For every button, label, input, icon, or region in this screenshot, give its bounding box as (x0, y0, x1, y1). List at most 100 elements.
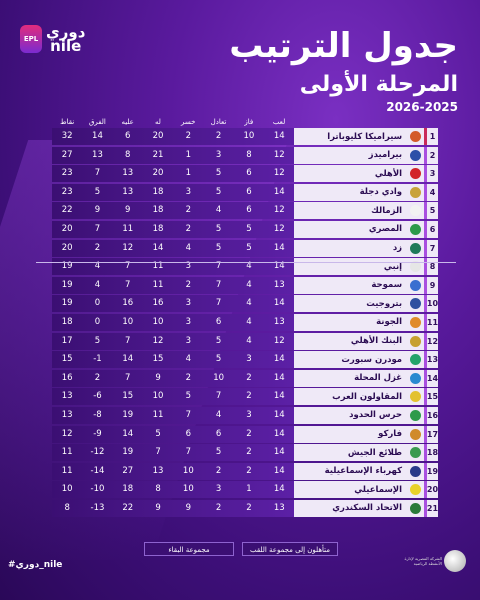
stats-group: 12 6 4 2 18 9 9 22 (52, 202, 295, 220)
stat-lost: 10 (182, 465, 194, 476)
team-crest-icon (409, 186, 421, 198)
stat-won: 4 (246, 261, 252, 272)
stat-points: 23 (61, 186, 73, 197)
stats-group: 14 2 10 2 9 7 2 16 (52, 369, 295, 387)
stat-goal-diff: 4 (94, 279, 101, 290)
stat-won: 8 (246, 149, 252, 160)
stats-group: 12 5 5 2 18 11 7 20 (52, 220, 295, 238)
stat-goals-for: 15 (152, 354, 164, 365)
stat-drawn: 5 (215, 223, 222, 234)
team-name: مودرن سبورت (294, 351, 407, 369)
stat-played: 14 (273, 186, 285, 197)
stat-lost: 1 (185, 168, 192, 179)
stat-lost: 4 (185, 242, 192, 253)
team-crest-icon (409, 335, 421, 347)
stat-goals-for: 11 (152, 409, 164, 420)
stat-played: 13 (273, 502, 285, 513)
football-icon (444, 550, 466, 572)
stat-drawn: 5 (215, 242, 222, 253)
stat-goals-for: 10 (152, 391, 164, 402)
team-name: غزل المحلة (294, 369, 407, 387)
stats-group: 14 4 7 3 16 16 0 19 (52, 295, 295, 313)
stat-won: 2 (246, 465, 252, 476)
team-crest-icon (409, 409, 421, 421)
stat-goals-against: 7 (125, 372, 131, 383)
rank-cell: 13 (424, 351, 438, 369)
crest-cell (406, 165, 425, 183)
table-body: 1 سيراميكا كليوباترا 14 10 2 2 20 6 14 32 2 بيراميد… (52, 128, 438, 517)
table-row: 12 البنك الأهلي 12 4 5 3 12 7 5 17 (52, 332, 438, 350)
stat-goal-diff: 12- (90, 447, 105, 458)
stat-lost: 10 (182, 484, 194, 495)
team-crest-icon (409, 465, 421, 477)
rank-cell: 3 (424, 165, 438, 183)
stat-goal-diff: 6- (93, 391, 102, 402)
stat-lost: 2 (185, 131, 192, 141)
efa-logo: الشركة المصرية لإدارة الأنشطة الرياضية (405, 546, 466, 586)
stat-played: 13 (273, 279, 285, 290)
stat-played: 14 (273, 409, 285, 420)
stat-won: 6 (246, 186, 252, 197)
crest-cell (406, 481, 424, 499)
stat-won: 6 (246, 205, 252, 216)
crest-cell (406, 369, 424, 387)
table-row: 6 المصري 12 5 5 2 18 11 7 20 (52, 220, 438, 238)
stats-group: 14 2 2 10 13 27 14- 11 (52, 462, 295, 480)
logo-line1: دوري (46, 23, 86, 41)
team-name: الأهلي (294, 165, 407, 183)
stat-points: 23 (61, 168, 73, 179)
stat-drawn: 10 (213, 372, 225, 383)
rank-cell: 14 (424, 369, 438, 387)
page-title: جدول الترتيب (229, 26, 458, 66)
rank-cell: 21 (424, 499, 438, 517)
stat-drawn: 7 (215, 261, 222, 272)
stat-lost: 4 (185, 354, 192, 365)
team-name: الزمالك (294, 202, 407, 220)
stat-won: 2 (246, 502, 252, 513)
col-header-drawn: تعادل (210, 118, 227, 126)
stats-group: 14 2 6 6 5 14 9- 12 (52, 425, 295, 443)
legend-survival-group: مجموعة البقاء (144, 542, 234, 556)
team-name: بتروجيت (294, 295, 407, 313)
crest-cell (406, 351, 424, 369)
team-name: حرس الحدود (294, 406, 407, 424)
stat-goals-for: 12 (152, 335, 164, 346)
team-crest-icon (409, 502, 421, 514)
stat-goals-for: 18 (152, 223, 164, 234)
rank-cell: 19 (424, 462, 438, 480)
table-row: 1 سيراميكا كليوباترا 14 10 2 2 20 6 14 32 (52, 128, 438, 145)
stat-won: 2 (246, 428, 252, 439)
stat-goal-diff: 7 (94, 223, 101, 234)
stat-points: 11 (61, 465, 73, 476)
crest-cell (406, 462, 424, 480)
crest-cell (406, 406, 424, 424)
stat-goal-diff: 0 (94, 316, 101, 327)
stat-goal-diff: 8- (93, 409, 102, 420)
crest-cell (406, 276, 425, 294)
stat-goals-against: 13 (122, 186, 134, 197)
team-crest-icon (409, 447, 421, 459)
stat-goal-diff: 7 (94, 168, 101, 179)
stat-goals-for: 20 (152, 168, 164, 179)
stat-points: 20 (61, 242, 73, 253)
rank-cell: 16 (424, 406, 438, 424)
table-row: 2 بيراميدز 12 8 3 1 21 8 13 27 (52, 146, 438, 164)
table-row: 11 الجونة 13 4 6 3 10 10 0 18 (52, 313, 438, 331)
stat-goals-for: 18 (152, 205, 164, 216)
stat-played: 14 (273, 242, 285, 253)
stat-goals-for: 9 (155, 502, 161, 513)
stat-goals-for: 21 (152, 149, 164, 160)
team-name: بيراميدز (294, 146, 407, 164)
logo-wordmark: دوري nile (46, 23, 86, 54)
stat-played: 14 (273, 447, 285, 458)
header-spacer (294, 116, 438, 128)
crest-cell (406, 146, 425, 164)
crest-cell (406, 128, 425, 145)
stat-goals-against: 6 (125, 131, 131, 141)
rank-cell: 18 (424, 444, 438, 462)
crest-cell (406, 332, 424, 350)
stat-goals-for: 20 (152, 131, 164, 141)
stat-won: 4 (246, 335, 252, 346)
stat-points: 8 (64, 502, 70, 513)
crest-cell (406, 499, 424, 517)
